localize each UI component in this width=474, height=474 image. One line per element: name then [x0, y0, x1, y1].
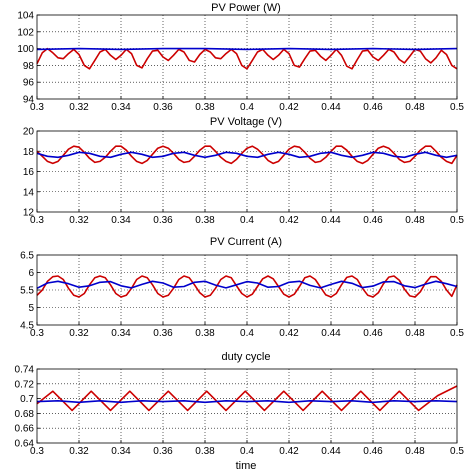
panel-title: duty cycle — [222, 351, 271, 363]
y-tick-label: 0.72 — [15, 379, 35, 390]
y-tick-label: 16 — [23, 167, 35, 178]
x-tick-label: 0.5 — [450, 328, 464, 339]
series-line-blue — [36, 280, 458, 290]
y-tick-label: 6.5 — [20, 251, 34, 262]
x-tick-label: 0.4 — [240, 102, 254, 113]
x-tick-label: 0.32 — [69, 446, 89, 457]
y-tick-label: 5 — [28, 303, 34, 314]
x-tick-label: 0.32 — [69, 215, 89, 226]
x-tick-label: 0.42 — [279, 215, 299, 226]
y-tick-label: 102 — [17, 27, 34, 38]
y-tick-label: 4.5 — [20, 321, 34, 332]
axes-box — [36, 368, 458, 444]
x-tick-label: 0.4 — [240, 328, 254, 339]
x-axis-label: time — [236, 460, 257, 472]
axes-box — [36, 130, 458, 213]
x-tick-label: 0.38 — [195, 446, 215, 457]
x-tick-label: 0.48 — [405, 215, 425, 226]
x-tick-label: 0.3 — [30, 446, 44, 457]
x-tick-label: 0.42 — [279, 328, 299, 339]
x-tick-label: 0.44 — [321, 328, 341, 339]
x-tick-label: 0.36 — [153, 328, 173, 339]
y-tick-label: 12 — [23, 208, 35, 219]
y-tick-label: 96 — [23, 78, 35, 89]
x-tick-label: 0.4 — [240, 215, 254, 226]
x-tick-label: 0.3 — [30, 215, 44, 226]
panel-title: PV Power (W) — [211, 2, 281, 14]
panel-duty-cycle: duty cycle 0.3 0.32 0.34 0.36 0.38 0.4 0.42 0.4… — [15, 351, 465, 457]
x-tick-label: 0.34 — [111, 446, 131, 457]
y-tick-label: 0.66 — [15, 424, 35, 435]
x-tick-label: 0.36 — [153, 446, 173, 457]
y-tick-label: 0.64 — [15, 439, 35, 450]
x-tick-label: 0.44 — [321, 102, 341, 113]
y-tick-label: 100 — [17, 44, 34, 55]
x-tick-label: 0.5 — [450, 215, 464, 226]
y-tick-label: 14 — [23, 187, 35, 198]
y-tick-label: 0.68 — [15, 409, 35, 420]
y-tick-label: 20 — [23, 127, 35, 138]
panel-title: PV Voltage (V) — [210, 116, 282, 128]
x-tick-label: 0.42 — [279, 446, 299, 457]
x-tick-label: 0.46 — [363, 215, 383, 226]
series-line-blue — [36, 400, 458, 404]
series-line-red — [36, 145, 458, 165]
x-tick-label: 0.3 — [30, 328, 44, 339]
x-tick-label: 0.42 — [279, 102, 299, 113]
series-line-blue — [36, 151, 458, 159]
x-tick-label: 0.38 — [195, 215, 215, 226]
y-tick-label: 104 — [17, 11, 34, 22]
y-tick-label: 0.7 — [20, 394, 34, 405]
x-tick-label: 0.44 — [321, 446, 341, 457]
x-tick-label: 0.48 — [405, 328, 425, 339]
y-tick-label: 6 — [28, 268, 34, 279]
x-tick-label: 0.34 — [111, 328, 131, 339]
x-tick-label: 0.46 — [363, 102, 383, 113]
x-tick-label: 0.34 — [111, 102, 131, 113]
series-line-red — [36, 385, 458, 412]
x-tick-label: 0.32 — [69, 328, 89, 339]
series-line-blue — [36, 47, 458, 51]
y-tick-label: 94 — [23, 95, 35, 106]
x-tick-label: 0.5 — [450, 446, 464, 457]
panel-pv-current: PV Current (A) 0.3 0.32 0.34 0.36 0.38 0.4 0.4… — [20, 236, 464, 339]
panel-pv-voltage: PV Voltage (V) 0.3 0.32 0.34 0.36 0.38 0.4 0.4… — [23, 116, 465, 226]
x-tick-label: 0.36 — [153, 215, 173, 226]
axes-box — [36, 254, 458, 326]
series-line-red — [36, 275, 458, 298]
x-tick-label: 0.38 — [195, 102, 215, 113]
x-tick-label: 0.38 — [195, 328, 215, 339]
x-tick-label: 0.48 — [405, 102, 425, 113]
y-tick-label: 0.74 — [15, 365, 35, 376]
y-tick-label: 5.5 — [20, 286, 34, 297]
x-tick-label: 0.44 — [321, 215, 341, 226]
panel-title: PV Current (A) — [210, 236, 282, 248]
x-tick-label: 0.3 — [30, 102, 44, 113]
x-tick-label: 0.34 — [111, 215, 131, 226]
x-tick-label: 0.46 — [363, 446, 383, 457]
x-tick-label: 0.48 — [405, 446, 425, 457]
x-tick-label: 0.4 — [240, 446, 254, 457]
series-line-red — [36, 47, 458, 70]
x-tick-label: 0.36 — [153, 102, 173, 113]
y-tick-label: 18 — [23, 147, 35, 158]
y-tick-label: 98 — [23, 61, 35, 72]
panel-pv-power: PV Power (W) 0.3 0.32 0.34 0.36 0.38 0.4 0.42 0… — [17, 2, 464, 113]
x-tick-label: 0.46 — [363, 328, 383, 339]
x-tick-label: 0.5 — [450, 102, 464, 113]
x-tick-label: 0.32 — [69, 102, 89, 113]
axes-box — [36, 14, 458, 100]
